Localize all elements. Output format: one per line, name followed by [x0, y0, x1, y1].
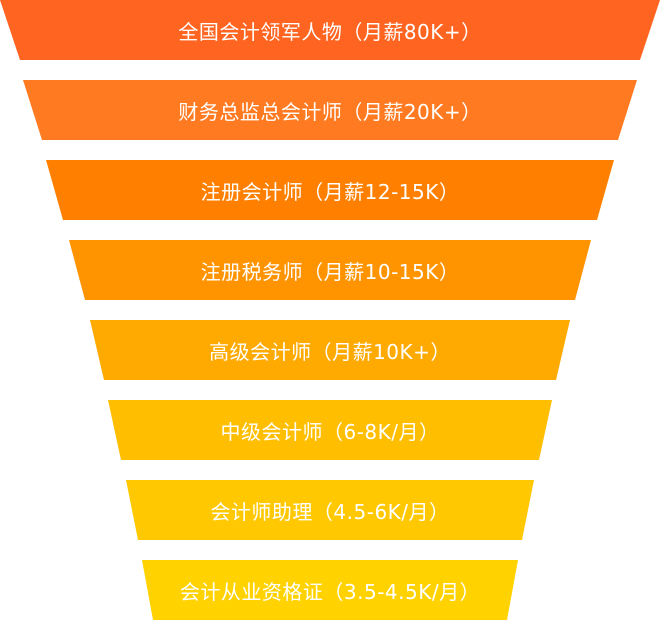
funnel-level-shape: [142, 560, 518, 620]
funnel-level-shape: [90, 320, 570, 380]
funnel-level-shape: [108, 400, 552, 460]
funnel-level-2: 财务总监总会计师（月薪20K+）: [0, 80, 660, 140]
funnel-level-label: 财务总监总会计师（月薪20K+）: [178, 99, 482, 124]
funnel-level-label: 会计从业资格证（3.5-4.5K/月）: [179, 579, 481, 604]
funnel-level-label: 中级会计师（6-8K/月）: [220, 419, 440, 444]
funnel-level-shape: [23, 80, 637, 140]
funnel-level-shape: [0, 0, 660, 60]
funnel-level-label: 注册税务师（月薪10-15K）: [200, 259, 460, 284]
funnel-level-4: 注册税务师（月薪10-15K）: [0, 240, 660, 300]
funnel-level-5: 高级会计师（月薪10K+）: [0, 320, 660, 380]
funnel-level-label: 高级会计师（月薪10K+）: [209, 339, 451, 364]
funnel-level-shape: [126, 480, 534, 540]
funnel-level-7: 会计师助理（4.5-6K/月）: [0, 480, 660, 540]
funnel-level-shape: [46, 160, 614, 220]
funnel-level-label: 全国会计领军人物（月薪80K+）: [178, 19, 482, 44]
funnel-level-3: 注册会计师（月薪12-15K）: [0, 160, 660, 220]
funnel-level-label: 注册会计师（月薪12-15K）: [200, 179, 460, 204]
funnel-level-8: 会计从业资格证（3.5-4.5K/月）: [0, 560, 660, 620]
funnel-level-6: 中级会计师（6-8K/月）: [0, 400, 660, 460]
funnel-level-label: 会计师助理（4.5-6K/月）: [210, 499, 450, 524]
funnel-level-1: 全国会计领军人物（月薪80K+）: [0, 0, 660, 60]
funnel-level-shape: [69, 240, 591, 300]
